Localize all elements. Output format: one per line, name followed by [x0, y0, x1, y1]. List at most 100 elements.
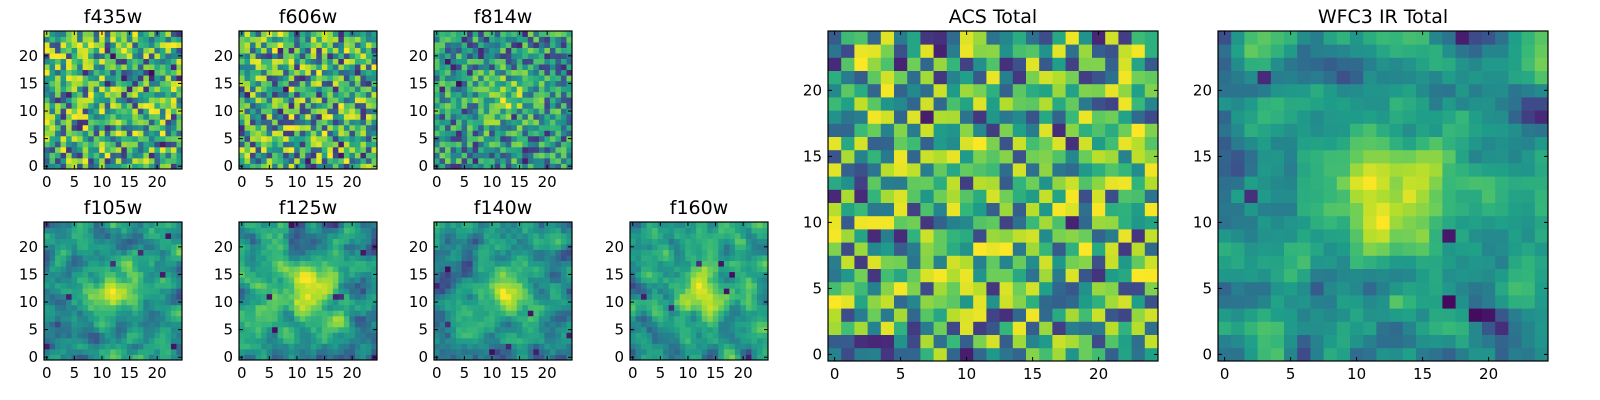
heatmap-cell	[740, 321, 747, 328]
heatmap-cell	[288, 119, 295, 126]
heatmap-cell	[266, 244, 273, 250]
heatmap-cell	[176, 282, 183, 289]
heatmap-cell	[756, 244, 763, 250]
heatmap-cell	[544, 152, 551, 159]
heatmap-cell	[283, 293, 290, 300]
heatmap-cell	[494, 119, 501, 126]
heatmap-cell	[93, 293, 100, 300]
heatmap-cell	[467, 42, 474, 48]
heatmap-cell	[272, 113, 279, 120]
heatmap-cell	[71, 326, 78, 333]
heatmap-cell	[630, 343, 636, 350]
heatmap-cell	[294, 255, 301, 262]
heatmap-cell	[652, 266, 658, 273]
heatmap-cell	[360, 326, 367, 333]
heatmap-cell	[560, 64, 567, 71]
heatmap-cell	[154, 249, 161, 256]
heatmap-cell	[745, 238, 752, 245]
heatmap-cell	[255, 249, 262, 256]
heatmap-cell	[93, 282, 100, 289]
heatmap-cell	[494, 97, 501, 104]
heatmap-cell	[71, 310, 78, 317]
heatmap-cell	[277, 80, 284, 87]
heatmap-cell	[272, 321, 279, 328]
heatmap-cell	[110, 141, 117, 148]
heatmap-cell	[261, 288, 267, 295]
heatmap-cell	[544, 299, 551, 306]
heatmap-cell	[137, 348, 144, 355]
heatmap-cell	[668, 321, 675, 328]
heatmap-cell	[999, 295, 1014, 309]
heatmap-cell	[445, 135, 451, 142]
y-tick-label: 0	[223, 157, 233, 175]
heatmap-cell	[946, 334, 961, 349]
heatmap-cell	[560, 255, 567, 262]
heatmap-cell	[338, 80, 345, 87]
heatmap-cell	[244, 332, 251, 339]
heatmap-cell	[646, 332, 653, 339]
heatmap-cell	[137, 146, 144, 153]
heatmap-cell	[854, 229, 868, 243]
x-tick-label: 0	[628, 364, 638, 382]
heatmap-cell	[544, 113, 551, 120]
heatmap-cell	[165, 249, 172, 256]
heatmap-cell	[365, 343, 372, 350]
heatmap-cell	[137, 124, 144, 131]
heatmap-cell	[121, 288, 128, 295]
heatmap-cell	[154, 146, 161, 153]
heatmap-cell	[60, 255, 67, 262]
heatmap-cell	[854, 295, 868, 309]
heatmap-cell	[66, 227, 72, 234]
heatmap-cell	[880, 189, 895, 203]
heatmap-cell	[630, 348, 636, 355]
heatmap-cell	[354, 354, 361, 361]
heatmap-cell	[505, 42, 512, 48]
heatmap-cell	[489, 97, 496, 104]
heatmap-cell	[316, 86, 323, 93]
heatmap-cell	[467, 310, 474, 317]
heatmap-cell	[137, 332, 144, 339]
heatmap-cell	[148, 238, 155, 245]
heatmap-cell	[294, 249, 301, 256]
heatmap-cell	[467, 277, 474, 284]
heatmap-cell	[244, 354, 251, 361]
heatmap-cell	[132, 53, 139, 59]
heatmap-cell	[82, 119, 89, 126]
heatmap-cell	[283, 266, 290, 273]
heatmap-cell	[652, 304, 658, 311]
heatmap-cell	[467, 97, 474, 104]
heatmap-cell	[244, 53, 251, 59]
heatmap-cell	[132, 124, 139, 131]
heatmap-cell	[82, 135, 89, 142]
heatmap-cell	[294, 141, 301, 148]
heatmap-cell	[894, 347, 908, 362]
heatmap-cell	[343, 36, 350, 43]
heatmap-cell	[332, 80, 339, 87]
heatmap-cell	[740, 233, 747, 239]
heatmap-cell	[867, 189, 882, 203]
heatmap-cell	[544, 277, 551, 284]
heatmap-cell	[316, 124, 323, 131]
heatmap-cell	[60, 97, 67, 104]
heatmap-cell	[500, 58, 507, 65]
heatmap-cell	[126, 80, 133, 87]
heatmap-cell	[316, 91, 323, 98]
heatmap-cell	[159, 354, 166, 361]
heatmap-cell	[630, 238, 636, 245]
heatmap-cell	[483, 354, 490, 361]
heatmap-cell	[538, 282, 545, 289]
heatmap-cell	[450, 315, 457, 322]
heatmap-cell	[165, 64, 172, 71]
heatmap-cell	[104, 277, 111, 284]
heatmap-cell	[283, 58, 290, 65]
heatmap-cell	[154, 53, 161, 59]
heatmap-cell	[483, 75, 490, 82]
heatmap-cell	[696, 288, 703, 295]
heatmap-cell	[467, 354, 474, 361]
heatmap-cell	[371, 260, 378, 267]
heatmap-cell	[82, 299, 89, 306]
heatmap-cell	[104, 42, 111, 48]
heatmap-cell	[305, 354, 312, 361]
heatmap-cell	[288, 343, 295, 350]
heatmap-cell	[646, 354, 653, 361]
